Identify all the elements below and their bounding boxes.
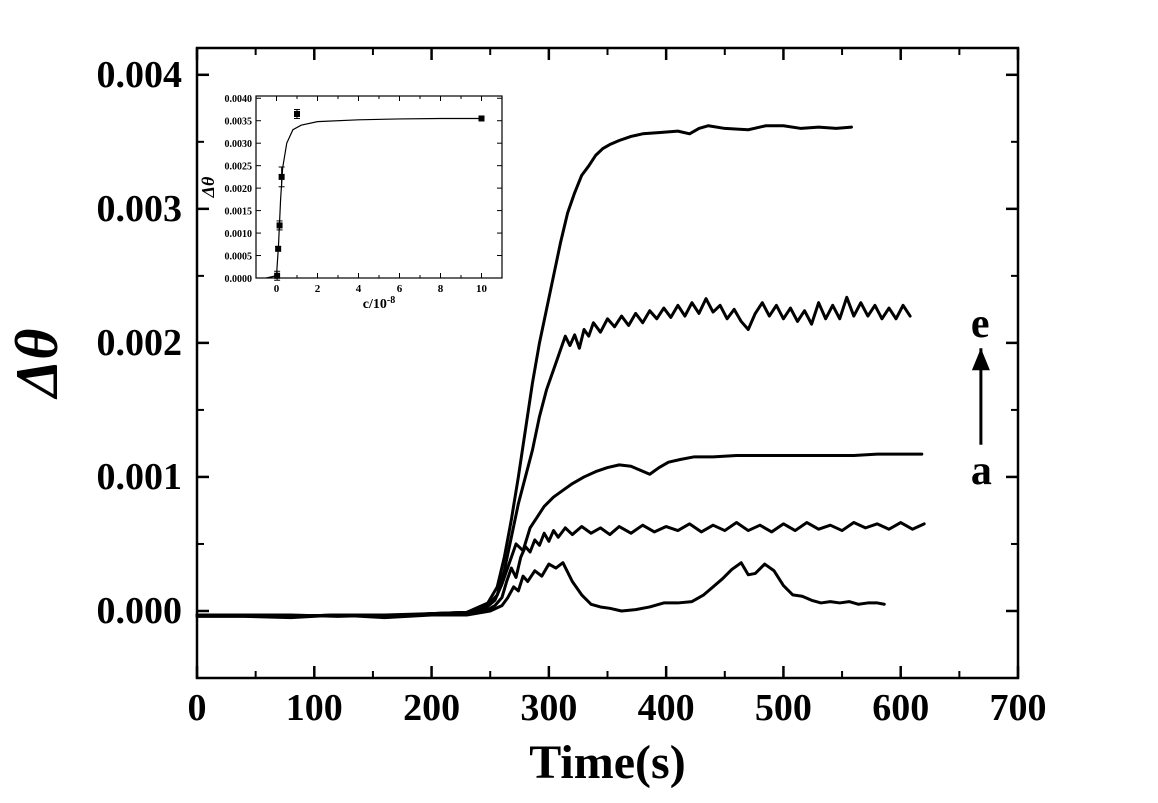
svg-text:600: 600	[872, 687, 929, 729]
svg-text:0.0015: 0.0015	[225, 207, 253, 218]
svg-text:6: 6	[397, 283, 403, 295]
label-e: e	[971, 301, 990, 347]
svg-text:c/10-8: c/10-8	[363, 295, 395, 313]
svg-text:0.0030: 0.0030	[225, 139, 253, 150]
x-axis-label: Time(s)	[529, 736, 685, 789]
svg-text:0.0035: 0.0035	[225, 117, 253, 128]
svg-text:0.0010: 0.0010	[225, 229, 253, 240]
svg-text:0.002: 0.002	[97, 322, 183, 364]
svg-text:0: 0	[188, 687, 207, 729]
svg-text:0.0025: 0.0025	[225, 162, 253, 173]
svg-text:10: 10	[476, 283, 488, 295]
svg-text:200: 200	[403, 687, 460, 729]
svg-text:0.001: 0.001	[97, 456, 183, 498]
svg-text:0.0020: 0.0020	[225, 184, 253, 195]
svg-text:Δθ: Δθ	[198, 176, 218, 198]
svg-text:0.003: 0.003	[97, 188, 183, 230]
svg-text:300: 300	[520, 687, 577, 729]
main-chart: 0100200300400500600700 0.0000.0010.0020.…	[0, 0, 1158, 803]
svg-text:2: 2	[315, 283, 321, 295]
svg-text:700: 700	[990, 687, 1047, 729]
svg-text:8: 8	[438, 283, 444, 295]
svg-text:0.004: 0.004	[97, 54, 183, 96]
label-a: a	[971, 448, 992, 494]
svg-text:0.0040: 0.0040	[225, 94, 253, 105]
svg-text:400: 400	[638, 687, 695, 729]
y-axis-label: Δθ	[4, 329, 70, 400]
svg-text:100: 100	[286, 687, 343, 729]
svg-text:4: 4	[356, 283, 362, 295]
svg-text:500: 500	[755, 687, 812, 729]
svg-text:0.000: 0.000	[97, 590, 183, 632]
series-a	[197, 563, 884, 618]
svg-text:0.0000: 0.0000	[225, 274, 253, 285]
svg-text:0.0005: 0.0005	[225, 252, 253, 263]
svg-text:0: 0	[274, 283, 280, 295]
